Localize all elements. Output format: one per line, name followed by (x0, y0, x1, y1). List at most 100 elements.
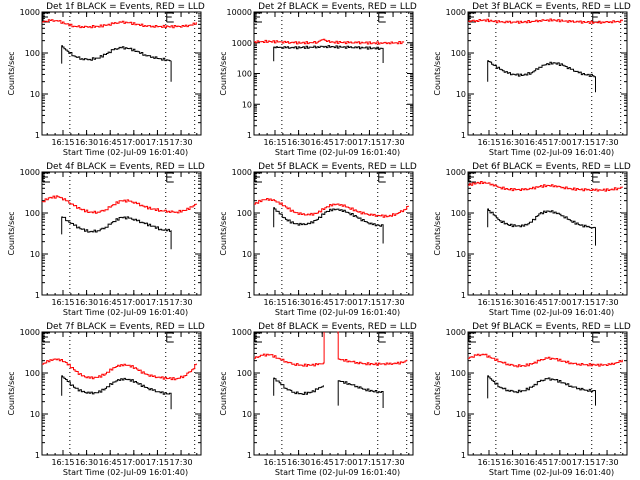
lld-series-line (468, 18, 623, 24)
y-tick-label: 1000 (20, 168, 40, 177)
x-tick-label: 16:30 (287, 298, 310, 307)
panel-title: Det 7f BLACK = Events, RED = LLD (46, 322, 205, 332)
lld-series-line (337, 331, 408, 366)
panel-title: Det 9f BLACK = Events, RED = LLD (472, 322, 631, 332)
panel-8: Det 8f BLACK = Events, RED = LLD 1 10 100 10… (219, 322, 417, 477)
y-tick-label: 10 (30, 90, 40, 99)
events-series-line (487, 375, 596, 406)
x-tick-label: 17:00 (122, 138, 145, 147)
x-tick-label: 17:00 (548, 458, 571, 467)
y-tick-label: 1000 (446, 8, 466, 17)
x-tick-label: 16:45 (99, 138, 122, 147)
x-tick-label: 17:30 (170, 138, 193, 147)
x-tick-label: 17:30 (382, 298, 405, 307)
x-tick-label: 17:30 (382, 138, 405, 147)
e-marker-icon (378, 12, 386, 22)
x-tick-label: 17:00 (334, 138, 357, 147)
y-axis-label: Counts/sec (433, 211, 442, 255)
x-axis-label: Start Time (02-Jul-09 16:01:40) (275, 468, 400, 477)
y-axis-label: Counts/sec (219, 211, 228, 255)
x-tick-label: 17:30 (170, 458, 193, 467)
x-tick-label: 17:15 (572, 138, 595, 147)
events-series-line (273, 377, 324, 396)
y-tick-label: 1 (461, 131, 466, 140)
x-tick-label: 17:30 (596, 458, 619, 467)
lld-series-line (42, 195, 197, 214)
panel-title: Det 1f BLACK = Events, RED = LLD (46, 2, 205, 12)
y-tick-label: 100 (451, 209, 466, 218)
x-tick-label: 16:15 (263, 138, 286, 147)
y-tick-label: 1 (247, 131, 252, 140)
e-marker-icon (254, 172, 262, 182)
x-axis-label: Start Time (02-Jul-09 16:01:40) (489, 148, 614, 157)
x-tick-label: 17:30 (596, 298, 619, 307)
e-marker-icon (42, 12, 50, 22)
y-tick-label: 10 (242, 100, 252, 109)
panel-title: Det 2f BLACK = Events, RED = LLD (258, 2, 417, 12)
lld-series-line (42, 19, 197, 29)
y-axis-label: Counts/sec (7, 51, 16, 95)
e-marker-icon (468, 172, 476, 182)
panel-title: Det 6f BLACK = Events, RED = LLD (472, 162, 631, 172)
panel-9: Det 9f BLACK = Events, RED = LLD 1 10 100 10… (433, 322, 631, 477)
x-tick-label: 17:15 (572, 298, 595, 307)
e-marker-icon (254, 12, 262, 22)
x-tick-label: 17:15 (358, 138, 381, 147)
events-series-line (61, 216, 172, 250)
lld-series-line (468, 181, 623, 192)
y-tick-label: 1 (247, 451, 252, 460)
y-tick-label: 100 (451, 369, 466, 378)
x-axis-label: Start Time (02-Jul-09 16:01:40) (63, 468, 188, 477)
y-tick-label: 100 (25, 369, 40, 378)
events-series-line (487, 208, 596, 246)
y-tick-label: 10000 (227, 8, 252, 17)
plot-frame (253, 331, 414, 456)
y-tick-label: 1 (461, 451, 466, 460)
x-tick-label: 16:45 (525, 458, 548, 467)
x-tick-label: 17:00 (122, 298, 145, 307)
x-tick-label: 17:15 (146, 138, 169, 147)
x-tick-label: 17:15 (572, 458, 595, 467)
x-tick-label: 16:30 (75, 298, 98, 307)
x-tick-label: 16:30 (75, 138, 98, 147)
e-marker-icon (468, 12, 476, 22)
y-tick-label: 1000 (446, 168, 466, 177)
y-tick-label: 100 (237, 209, 252, 218)
x-tick-label: 17:00 (334, 458, 357, 467)
y-tick-label: 100 (25, 49, 40, 58)
e-marker-icon (166, 12, 174, 22)
panel-title: Det 5f BLACK = Events, RED = LLD (258, 162, 417, 172)
plot-frame (467, 331, 628, 456)
y-tick-label: 10 (456, 90, 466, 99)
y-tick-label: 1 (461, 291, 466, 300)
x-tick-label: 16:15 (51, 298, 74, 307)
x-tick-label: 16:30 (501, 458, 524, 467)
x-tick-label: 16:45 (311, 298, 334, 307)
y-axis-label: Counts/sec (433, 371, 442, 415)
x-tick-label: 17:00 (548, 138, 571, 147)
panel-title: Det 4f BLACK = Events, RED = LLD (46, 162, 205, 172)
lld-series-line (254, 332, 325, 367)
y-axis-label: Counts/sec (7, 211, 16, 255)
plot-frame (41, 331, 202, 456)
e-marker-icon (166, 332, 174, 342)
events-series-line (273, 45, 384, 63)
e-marker-icon (166, 172, 174, 182)
plot-frame (41, 171, 202, 296)
e-marker-icon (378, 172, 386, 182)
x-tick-label: 17:30 (382, 458, 405, 467)
x-axis-label: Start Time (02-Jul-09 16:01:40) (275, 308, 400, 317)
lld-series-line (254, 198, 409, 218)
e-marker-icon (468, 332, 476, 342)
y-axis-label: Counts/sec (219, 51, 228, 95)
y-tick-label: 10 (456, 250, 466, 259)
panel-title: Det 8f BLACK = Events, RED = LLD (258, 322, 417, 332)
x-tick-label: 16:30 (75, 458, 98, 467)
x-tick-label: 16:15 (477, 298, 500, 307)
panel-3: Det 3f BLACK = Events, RED = LLD 1 10 100 10… (433, 2, 631, 157)
x-tick-label: 16:45 (311, 458, 334, 467)
e-marker-icon (42, 172, 50, 182)
y-tick-label: 100 (451, 49, 466, 58)
y-tick-label: 1000 (232, 39, 252, 48)
y-axis-label: Counts/sec (433, 51, 442, 95)
